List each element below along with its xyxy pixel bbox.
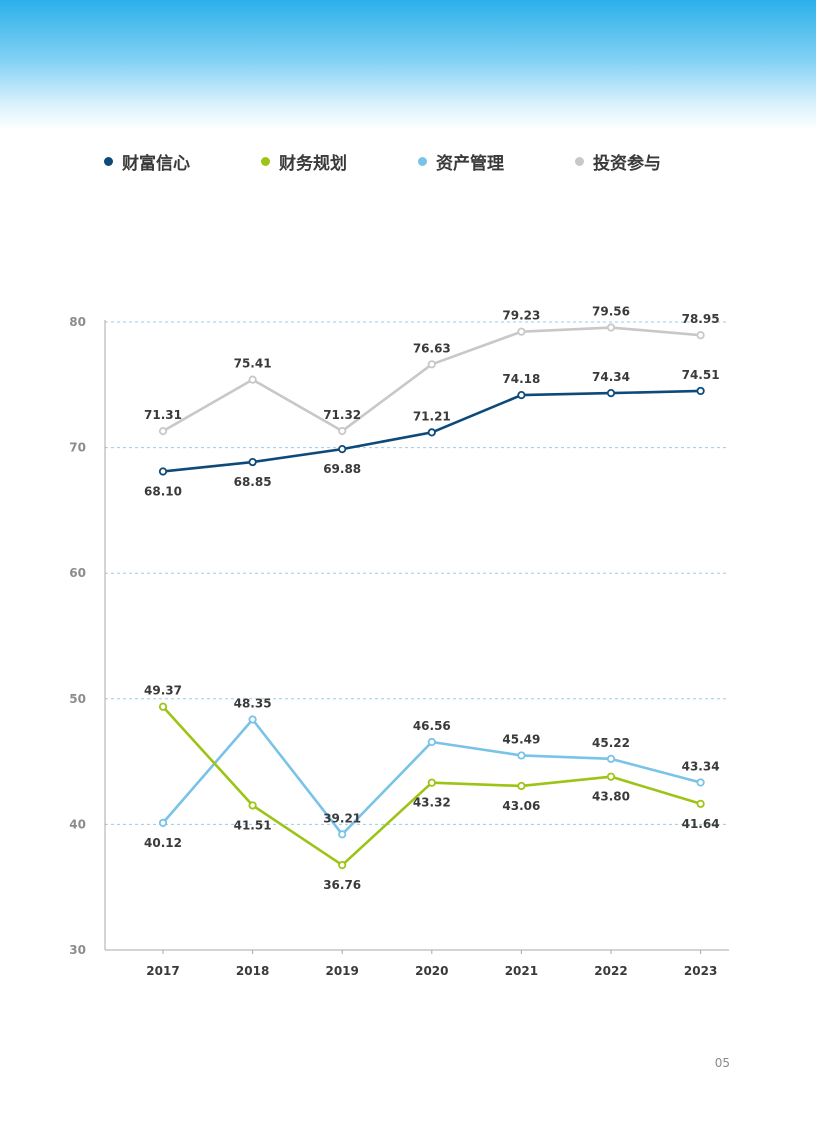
data-point-financial-planning-2017 (158, 702, 168, 711)
data-label-asset-management-2020: 46.56 (413, 719, 451, 733)
legend-label-asset-management: 资产管理 (436, 153, 504, 174)
data-label-financial-planning-2019: 36.76 (323, 878, 361, 892)
data-label-wealth-confidence-2019: 69.88 (323, 462, 361, 476)
data-point-wealth-confidence-2021 (517, 390, 526, 400)
legend-marker-wealth-confidence (104, 156, 113, 166)
data-point-financial-planning-2019 (338, 860, 347, 870)
data-label-wealth-confidence-2020: 71.21 (413, 409, 451, 423)
data-label-financial-planning-2017: 49.37 (144, 684, 182, 698)
data-point-wealth-confidence-2018 (248, 457, 257, 467)
data-point-asset-management-2019 (338, 830, 347, 839)
data-label-investment-participation-2023: 78.95 (682, 312, 720, 326)
data-label-financial-planning-2018: 41.51 (234, 818, 272, 832)
y-tick-label-60: 60 (69, 566, 86, 580)
y-tick-label-40: 40 (69, 817, 86, 831)
legend-marker-asset-management (418, 156, 427, 166)
data-label-investment-participation-2021: 79.23 (502, 309, 540, 323)
x-tick-label-2023: 2023 (684, 964, 717, 978)
data-label-investment-participation-2018: 75.41 (234, 357, 272, 371)
data-label-asset-management-2019: 39.21 (323, 811, 361, 825)
chart-legend: 财富信心 财务规划 资产管理 投资参与 (104, 146, 744, 176)
page-number: 05 (714, 1056, 730, 1070)
data-point-wealth-confidence-2023 (696, 386, 705, 396)
data-label-investment-participation-2019: 71.32 (323, 408, 361, 422)
data-point-financial-planning-2021 (517, 781, 526, 791)
x-tick-label-2018: 2018 (236, 964, 269, 978)
legend-label-financial-planning: 财务规划 (279, 153, 347, 174)
data-point-investment-participation-2018 (248, 375, 257, 384)
data-point-wealth-confidence-2019 (338, 445, 347, 454)
data-point-asset-management-2017 (158, 818, 168, 827)
header-gradient-band (0, 0, 816, 130)
data-point-wealth-confidence-2022 (606, 388, 616, 398)
data-label-wealth-confidence-2017: 68.10 (144, 484, 182, 498)
data-point-financial-planning-2020 (427, 778, 436, 787)
data-point-investment-participation-2023 (696, 331, 705, 340)
data-label-wealth-confidence-2023: 74.51 (682, 368, 720, 382)
legend-item-financial-planning: 财务规划 (261, 149, 418, 174)
y-tick-label-50: 50 (69, 692, 86, 706)
x-tick-label-2019: 2019 (325, 964, 358, 978)
data-label-investment-participation-2017: 71.31 (144, 408, 182, 422)
data-point-financial-planning-2018 (248, 801, 257, 810)
legend-marker-investment-participation (575, 156, 584, 166)
data-point-wealth-confidence-2020 (427, 428, 436, 437)
y-tick-label-80: 80 (69, 315, 86, 329)
x-tick-label-2022: 2022 (594, 964, 627, 978)
data-label-asset-management-2017: 40.12 (144, 836, 182, 850)
data-point-investment-participation-2021 (517, 327, 526, 336)
data-label-investment-participation-2020: 76.63 (413, 341, 451, 355)
data-label-financial-planning-2020: 43.32 (413, 796, 451, 810)
x-tick-label-2020: 2020 (415, 964, 448, 978)
legend-label-investment-participation: 投资参与 (593, 153, 661, 174)
legend-label-wealth-confidence: 财富信心 (122, 153, 190, 174)
y-tick-label-70: 70 (69, 441, 86, 455)
x-tick-label-2021: 2021 (505, 964, 538, 978)
legend-item-asset-management: 资产管理 (418, 149, 575, 174)
data-label-asset-management-2022: 45.22 (592, 736, 630, 750)
legend-item-wealth-confidence: 财富信心 (104, 149, 261, 174)
legend-item-investment-participation: 投资参与 (575, 149, 732, 174)
data-point-asset-management-2018 (248, 715, 257, 724)
data-point-wealth-confidence-2017 (158, 467, 168, 476)
data-label-asset-management-2018: 48.35 (234, 697, 272, 711)
data-label-asset-management-2023: 43.34 (682, 759, 720, 773)
x-tick-label-2017: 2017 (146, 964, 179, 978)
data-point-asset-management-2020 (427, 737, 436, 747)
data-point-financial-planning-2023 (696, 799, 705, 808)
data-label-wealth-confidence-2021: 74.18 (502, 372, 540, 386)
data-label-investment-participation-2022: 79.56 (592, 305, 630, 319)
data-point-financial-planning-2022 (606, 772, 616, 781)
data-label-wealth-confidence-2022: 74.34 (592, 370, 630, 384)
data-point-investment-participation-2017 (158, 427, 168, 436)
legend-marker-financial-planning (261, 156, 270, 166)
data-label-financial-planning-2021: 43.06 (502, 799, 540, 813)
data-label-asset-management-2021: 45.49 (502, 732, 540, 746)
data-point-investment-participation-2020 (427, 360, 436, 369)
data-label-wealth-confidence-2018: 68.85 (234, 475, 272, 489)
data-label-financial-planning-2022: 43.80 (592, 790, 630, 804)
data-point-asset-management-2021 (517, 751, 526, 760)
y-tick-label-30: 30 (69, 943, 86, 957)
data-label-financial-planning-2023: 41.64 (682, 817, 720, 831)
data-point-asset-management-2022 (606, 754, 616, 763)
data-point-asset-management-2023 (696, 778, 705, 787)
data-point-investment-participation-2019 (338, 426, 347, 436)
data-point-investment-participation-2022 (606, 323, 616, 332)
